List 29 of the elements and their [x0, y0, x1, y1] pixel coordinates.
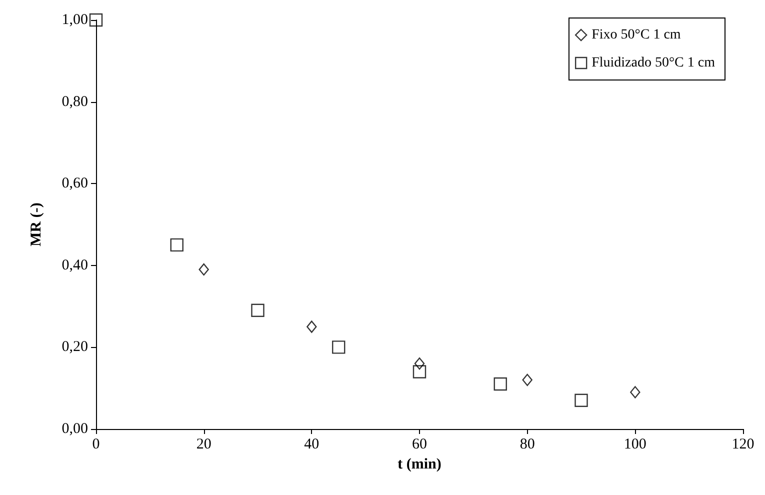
- y-axis-title: MR (-): [28, 202, 44, 246]
- y-tick-label: 0,00: [62, 421, 88, 437]
- y-tick-label: 0,60: [62, 176, 88, 192]
- point: [170, 238, 184, 252]
- x-tick-label: 100: [624, 436, 646, 452]
- y-tick-label: 0,40: [62, 257, 88, 274]
- x-tick-label: 0: [92, 436, 100, 452]
- x-tick-label: 80: [520, 436, 535, 452]
- point: [198, 263, 209, 276]
- y-tick-label: 1,00: [62, 12, 88, 28]
- point: [332, 340, 346, 354]
- point: [251, 304, 264, 317]
- point: [412, 365, 426, 378]
- legend-label: Fluidizado 50°C 1 cm: [592, 56, 716, 70]
- x-tick-label: 120: [732, 436, 754, 452]
- legend-label: Fixo 50°C 1 cm: [592, 28, 681, 42]
- point: [630, 386, 640, 398]
- point: [414, 357, 425, 370]
- point: [574, 394, 588, 407]
- point: [522, 374, 532, 386]
- x-axis-title: t (min): [398, 456, 442, 472]
- x-tick-label: 20: [196, 436, 212, 452]
- y-tick-label: 0,80: [62, 94, 88, 110]
- x-tick-label: 40: [304, 436, 320, 452]
- point: [89, 13, 103, 27]
- x-tick-label: 60: [412, 436, 427, 452]
- point: [494, 377, 507, 391]
- point: [306, 320, 317, 333]
- y-tick-label: 0,20: [62, 339, 88, 356]
